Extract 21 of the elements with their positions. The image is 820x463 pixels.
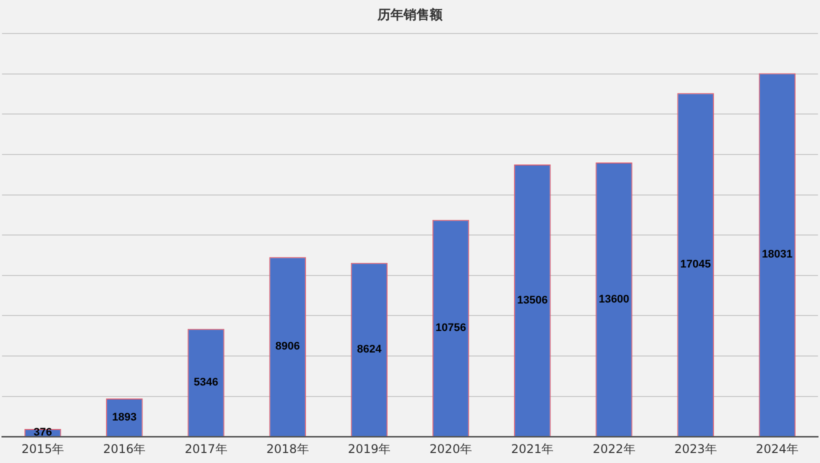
data-label: 13600: [598, 293, 630, 306]
data-label: 18031: [762, 248, 792, 261]
x-tick-label: 2019年: [348, 442, 390, 456]
chart-title: 历年销售额: [376, 7, 444, 24]
data-label: 8906: [275, 340, 300, 353]
x-tick-label: 2018年: [266, 442, 309, 456]
x-tick-label: 2023年: [674, 442, 717, 456]
x-tick-label: 2024年: [756, 442, 798, 456]
data-label: 376: [34, 426, 52, 439]
data-label: 17045: [680, 258, 711, 271]
x-tick-label: 2017年: [184, 442, 228, 456]
x-tick-label: 2020年: [430, 442, 472, 456]
x-tick-label: 2016年: [103, 442, 146, 456]
data-label: 5346: [194, 376, 218, 389]
data-label: 8624: [356, 343, 382, 356]
data-label: 10756: [436, 322, 466, 334]
x-tick-label: 2022年: [592, 442, 636, 456]
x-tick-label: 2021年: [511, 442, 554, 456]
x-tick-label: 2015年: [22, 442, 64, 456]
data-label: 1893: [112, 411, 137, 424]
data-label: 13506: [517, 294, 548, 306]
